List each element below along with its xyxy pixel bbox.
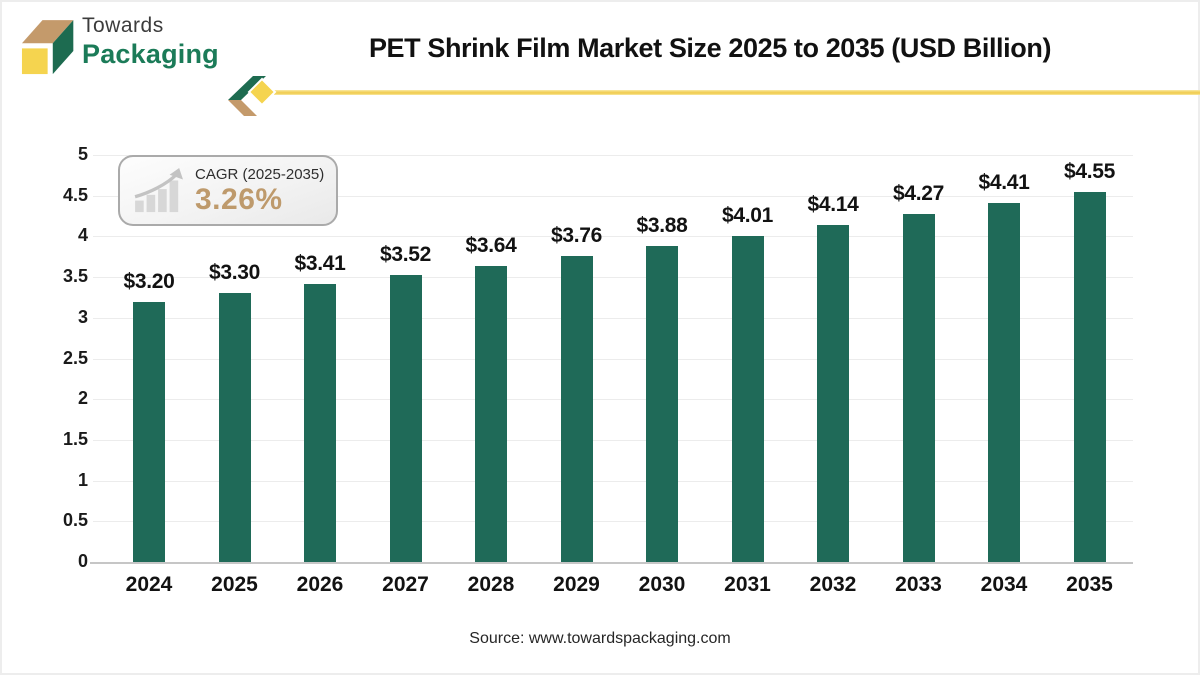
x-tick-label: 2029 (553, 573, 600, 596)
cagr-label: CAGR (2025-2035) (195, 165, 325, 183)
bar-2034 (988, 203, 1020, 562)
gridline (93, 439, 1133, 441)
cagr-badge: CAGR (2025-2035) 3.26% (118, 155, 338, 226)
page-title: PET Shrink Film Market Size 2025 to 2035… (368, 33, 1052, 63)
y-tick-label: 4.5 (62, 184, 88, 205)
chevron-ornament-icon (228, 76, 277, 116)
x-tick-label: 2034 (980, 573, 1028, 596)
bar-value-label: $4.14 (807, 193, 859, 216)
y-tick-label: 4 (77, 225, 88, 246)
y-tick-label: 1 (77, 469, 88, 490)
gridline (93, 236, 1133, 238)
bar-value-label: $4.27 (892, 182, 945, 206)
x-tick-label: 2032 (809, 573, 857, 596)
y-tick-label: 3.5 (62, 266, 88, 287)
bar-2030 (646, 246, 678, 562)
bar-value-label: $3.76 (550, 223, 603, 247)
bar-2032 (817, 225, 849, 562)
bar-2025 (218, 293, 251, 562)
gridline (93, 358, 1133, 360)
gridline (93, 521, 1133, 523)
divider-line (274, 90, 1200, 95)
gridline (93, 155, 1133, 156)
x-axis-line (90, 562, 1133, 564)
x-tick-label: 2031 (724, 573, 771, 596)
brand-wordmark: Towards Packaging (82, 15, 219, 68)
x-tick-label: 2024 (125, 573, 173, 596)
bar-2026 (304, 284, 336, 562)
bar-value-label: $4.01 (721, 203, 774, 227)
growth-chart-icon (134, 167, 183, 212)
x-tick-label: 2025 (211, 573, 258, 596)
y-tick-label: 0.5 (62, 510, 88, 531)
y-tick-label: 3 (77, 306, 88, 327)
bar-value-label: $3.30 (208, 261, 261, 285)
gridline (93, 480, 1133, 482)
y-tick-label: 1.5 (62, 428, 88, 449)
y-tick-label: 0 (77, 551, 88, 571)
x-tick-label: 2030 (638, 573, 686, 596)
bar-value-label: $3.20 (123, 269, 175, 293)
x-tick-label: 2026 (296, 573, 344, 596)
brand-name-towards: Towards (82, 14, 164, 37)
gridline (93, 399, 1133, 401)
gridline (93, 195, 1133, 197)
bar-value-label: $4.55 (1063, 159, 1116, 183)
bar-2028 (475, 265, 507, 562)
x-tick-label: 2035 (1066, 573, 1113, 596)
cagr-value: 3.26% (195, 182, 283, 216)
bar-value-label: $3.88 (636, 214, 688, 238)
bar-2035 (1073, 191, 1106, 562)
bar-2029 (560, 255, 593, 562)
x-tick-label: 2028 (467, 573, 515, 596)
gridline (93, 277, 1133, 279)
bar-value-label: $3.52 (379, 243, 432, 267)
x-tick-label: 2033 (895, 573, 942, 596)
bar-2031 (731, 235, 764, 562)
y-tick-label: 5 (77, 144, 88, 164)
bar-value-label: $3.41 (294, 252, 346, 276)
source-note: Source: www.towardspackaging.com (469, 630, 731, 647)
cagr-texts: CAGR (2025-2035) 3.26% (195, 167, 324, 215)
brand-logo: Towards Packaging (18, 13, 278, 79)
x-tick-label: 2027 (382, 573, 429, 596)
gridline (93, 317, 1133, 319)
y-tick-label: 2.5 (62, 347, 88, 368)
bar-2033 (902, 214, 935, 562)
y-tick-label: 2 (77, 388, 88, 409)
bar-value-label: $4.41 (978, 171, 1030, 195)
bar-value-label: $3.64 (465, 233, 517, 257)
brand-cube-icon (21, 20, 74, 75)
brand-name-packaging: Packaging (82, 39, 219, 69)
bar-2027 (389, 275, 422, 562)
bar-2024 (133, 301, 165, 562)
